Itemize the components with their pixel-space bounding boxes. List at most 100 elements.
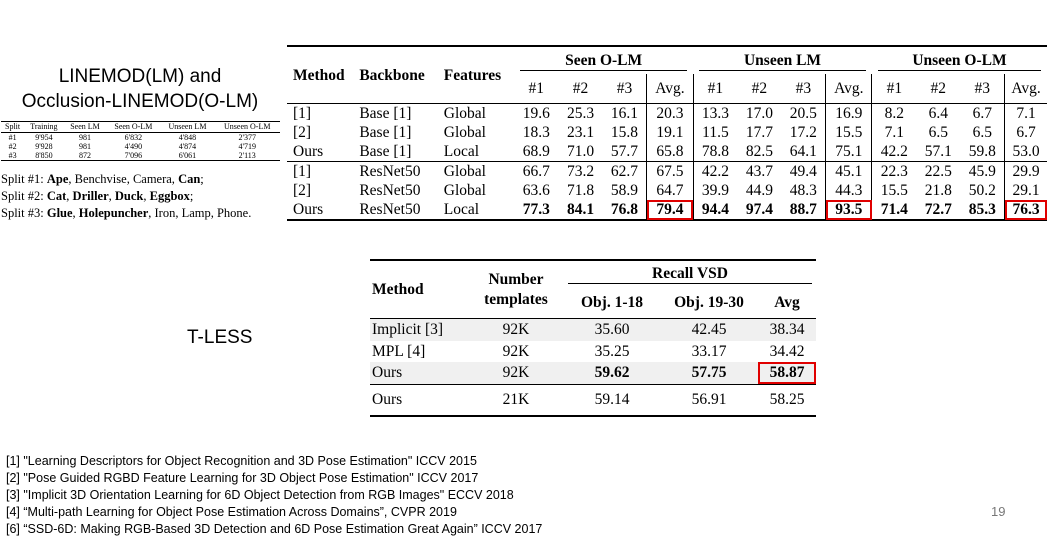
split-cell: 4'874 bbox=[178, 142, 197, 151]
split-1-line: Split #1: Ape, Benchvise, Camera, Can; bbox=[1, 171, 251, 188]
tless-cell-value: 59.14 bbox=[564, 384, 660, 417]
tless-cell-value: 56.91 bbox=[660, 384, 758, 417]
lm-group-unseen-lm: Unseen LM bbox=[693, 45, 872, 74]
lm-cell-method: [2] bbox=[293, 124, 312, 141]
split-cell: 981 bbox=[79, 142, 92, 151]
lm-table-row: [1] Base [1] Global 19.6 25.3 16.1 20.3 13.3 17.… bbox=[287, 103, 1047, 123]
split-2-line: Split #2: Cat, Driller, Duck, Eggbox; bbox=[1, 188, 251, 205]
tless-table-row: Implicit [3] 92K 35.60 42.45 38.34 bbox=[370, 318, 816, 341]
lm-cell-value: 29.1 bbox=[1004, 181, 1047, 200]
tless-results-table: Method Number templates Recall VSD Obj. 1… bbox=[370, 259, 816, 417]
tless-cell-method: MPL [4] bbox=[372, 342, 426, 360]
lm-cell-value: 6.4 bbox=[928, 105, 948, 122]
lm-cell-value: 64.7 bbox=[646, 181, 694, 200]
split-3-line: Split #3: Glue, Holepuncher, Iron, Lamp,… bbox=[1, 205, 251, 222]
split-cell: 6'832 bbox=[124, 133, 143, 142]
lm-title-line1: LINEMOD(LM) and bbox=[58, 66, 222, 87]
lm-cell-backbone: Base [1] bbox=[359, 105, 412, 122]
lm-cell-value: 6.5 bbox=[972, 124, 992, 141]
tless-cell-method: Ours bbox=[370, 384, 468, 417]
split-cell: 4'719 bbox=[238, 142, 256, 151]
lm-subcol: #2 bbox=[558, 74, 603, 104]
tless-group-recall: Recall VSD bbox=[564, 259, 816, 288]
lm-cell-value: 17.2 bbox=[789, 124, 817, 141]
lm-cell-value: 72.7 bbox=[916, 200, 961, 221]
lm-cell-value: 21.8 bbox=[924, 182, 952, 199]
lm-cell-value: 73.2 bbox=[566, 163, 595, 180]
split-2-sep: , bbox=[66, 189, 73, 203]
lm-subcol: #3 bbox=[602, 74, 647, 104]
lm-cell-value: 85.3 bbox=[960, 200, 1005, 221]
lm-cell-value: 6.7 bbox=[1004, 123, 1047, 142]
split-1-bold: Can bbox=[178, 172, 201, 186]
lm-cell-value: 97.4 bbox=[737, 200, 782, 221]
lm-cell-value: 43.7 bbox=[745, 163, 773, 180]
tless-cell-value: 58.25 bbox=[758, 384, 816, 417]
lm-cell-value: 88.7 bbox=[781, 200, 826, 221]
split-cell: #3 bbox=[1, 151, 25, 161]
lm-cell-backbone: ResNet50 bbox=[359, 182, 421, 199]
lm-cell-value: 82.5 bbox=[737, 142, 782, 162]
tless-table-row: Ours 92K 59.62 57.75 58.87 bbox=[370, 362, 816, 385]
lm-cell-value: 19.1 bbox=[646, 123, 694, 142]
tless-table-row: Ours 21K 59.14 56.91 58.25 bbox=[370, 384, 816, 417]
split-2-bold: Duck bbox=[114, 189, 144, 203]
split-2-bold: Cat bbox=[46, 189, 67, 203]
lm-cell-value: 45.9 bbox=[968, 163, 996, 180]
lm-header-method: Method bbox=[287, 45, 354, 104]
lm-cell-backbone: ResNet50 bbox=[359, 163, 421, 180]
lm-cell-value: 7.1 bbox=[1004, 103, 1047, 123]
split-3-text: , Iron, Lamp, Phone. bbox=[148, 206, 252, 220]
reference-item: [4] “Multi-path Learning for Object Pose… bbox=[6, 505, 457, 519]
lm-cell-value: 11.5 bbox=[692, 123, 738, 142]
lm-cell-value: 45.1 bbox=[825, 161, 872, 181]
lm-cell-value: 13.3 bbox=[692, 103, 738, 123]
split-table-row: #3 8'850 872 7'096 6'061 2'113 bbox=[1, 151, 280, 161]
page-number: 19 bbox=[991, 504, 1006, 519]
lm-cell-method: [2] bbox=[293, 182, 312, 199]
lm-cell-value: 76.8 bbox=[602, 200, 647, 221]
tless-cell-method: Implicit [3] bbox=[370, 318, 468, 341]
lm-cell-value: 77.3 bbox=[514, 200, 559, 221]
lm-subcol: #3 bbox=[960, 74, 1005, 104]
split-2-bold: Driller bbox=[72, 189, 109, 203]
split-2-bold: Eggbox bbox=[149, 189, 190, 203]
lm-cell-method: [1] bbox=[293, 105, 312, 122]
lm-cell-value: 42.2 bbox=[692, 161, 738, 181]
lm-title-line2: Occlusion-LINEMOD(O-LM) bbox=[21, 91, 259, 112]
lm-cell-value: 8.2 bbox=[871, 103, 917, 123]
lm-cell-value: 15.8 bbox=[610, 124, 639, 141]
tless-subcol: Obj. 1-18 bbox=[564, 288, 660, 319]
lm-cell-features: Global bbox=[443, 182, 486, 199]
lm-subcol: #3 bbox=[781, 74, 826, 104]
lm-cell-value: 17.0 bbox=[745, 105, 773, 122]
lm-cell-value: 17.7 bbox=[745, 124, 773, 141]
lm-results-table: Method Backbone Features Seen O-LM Unsee… bbox=[287, 45, 1047, 221]
split-table-row: #1 9'954 981 6'832 4'848 2'377 bbox=[1, 133, 280, 143]
tless-cell-value: 42.45 bbox=[660, 318, 758, 341]
tless-cell-value: 38.34 bbox=[758, 318, 816, 341]
split-2-label: Split #2: bbox=[1, 189, 47, 203]
tless-section-title: T-LESS bbox=[187, 327, 253, 348]
tless-cell-templates: 92K bbox=[468, 362, 564, 385]
tless-cell-value: 35.25 bbox=[594, 342, 630, 360]
lm-cell-value: 16.9 bbox=[825, 103, 872, 123]
split-1-text: , Benchvise, Camera, bbox=[68, 172, 179, 186]
split-table-row: #2 9'928 981 4'490 4'874 4'719 bbox=[1, 142, 280, 151]
tless-cell-value: 57.75 bbox=[660, 362, 758, 385]
lm-cell-value: 50.2 bbox=[968, 182, 996, 199]
split-2-sep: , bbox=[108, 189, 115, 203]
lm-cell-value: 57.1 bbox=[916, 142, 961, 162]
lm-cell-value: 20.3 bbox=[646, 103, 694, 123]
split-cell: 4'848 bbox=[178, 133, 197, 142]
lm-subcol: #2 bbox=[916, 74, 961, 104]
lm-cell-method: Ours bbox=[287, 200, 354, 221]
lm-cell-features: Local bbox=[437, 200, 515, 221]
lm-subcol: #2 bbox=[737, 74, 782, 104]
split-1-end: ; bbox=[200, 172, 204, 186]
reference-item: [3] "Implicit 3D Orientation Learning fo… bbox=[6, 488, 514, 502]
lm-cell-value: 44.3 bbox=[825, 181, 872, 200]
tless-cell-templates: 92K bbox=[502, 342, 530, 360]
tless-cell-templates: 21K bbox=[468, 384, 564, 417]
split-2-sep: , bbox=[143, 189, 150, 203]
